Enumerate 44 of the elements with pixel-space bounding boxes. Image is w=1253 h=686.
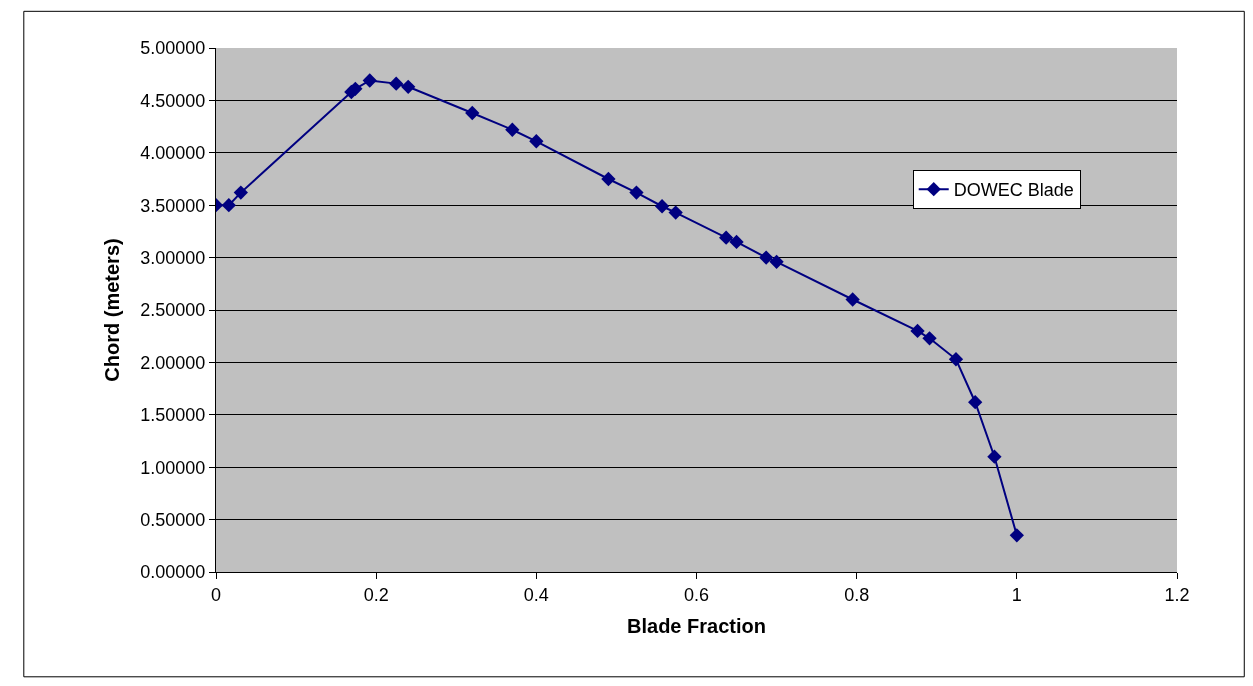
point bbox=[910, 323, 925, 339]
x-tick-label: 0.6 bbox=[683, 584, 710, 605]
y-tick-label: 4.50000 bbox=[140, 90, 206, 111]
x-tick-label: 0.2 bbox=[363, 584, 389, 605]
point bbox=[948, 352, 964, 367]
y-tick-label: 5.00000 bbox=[140, 38, 206, 59]
point bbox=[389, 76, 404, 91]
x-tick-label: 1 bbox=[1011, 584, 1022, 605]
point bbox=[987, 449, 1002, 464]
point bbox=[221, 198, 236, 213]
point bbox=[845, 292, 860, 307]
y-tick-label: 0.00000 bbox=[140, 562, 206, 583]
y-tick-label: 2.50000 bbox=[140, 300, 206, 321]
point bbox=[922, 331, 937, 346]
x-tick-label: 0 bbox=[210, 584, 222, 605]
y-tick-label: 1.50000 bbox=[140, 405, 206, 426]
point bbox=[968, 395, 983, 410]
point bbox=[601, 171, 616, 187]
y-tick-label: 4.00000 bbox=[140, 143, 206, 164]
point bbox=[401, 79, 416, 94]
x-tick-label: 1.2 bbox=[1164, 584, 1190, 605]
point bbox=[668, 205, 683, 220]
point bbox=[1009, 528, 1024, 543]
point bbox=[769, 254, 784, 269]
point bbox=[505, 122, 520, 137]
point bbox=[362, 73, 377, 88]
point bbox=[465, 105, 480, 121]
x-tick-label: 0.4 bbox=[523, 584, 549, 605]
point bbox=[654, 199, 670, 214]
x-tick-label: 0.8 bbox=[844, 584, 870, 605]
point bbox=[233, 185, 248, 200]
legend-label: DOWEC Blade bbox=[953, 180, 1074, 201]
point bbox=[529, 134, 544, 149]
point bbox=[729, 234, 744, 250]
point bbox=[759, 250, 774, 265]
point bbox=[629, 185, 644, 200]
y-axis-title: Chord (meters) bbox=[100, 238, 123, 382]
y-tick-label: 0.50000 bbox=[140, 509, 206, 530]
y-tick-label: 3.00000 bbox=[140, 247, 206, 268]
y-tick-label: 1.00000 bbox=[140, 457, 206, 478]
x-axis-title: Blade Fraction bbox=[627, 615, 766, 638]
y-tick-label: 3.50000 bbox=[140, 195, 206, 216]
point bbox=[718, 230, 734, 245]
y-tick-label: 2.00000 bbox=[140, 352, 206, 373]
